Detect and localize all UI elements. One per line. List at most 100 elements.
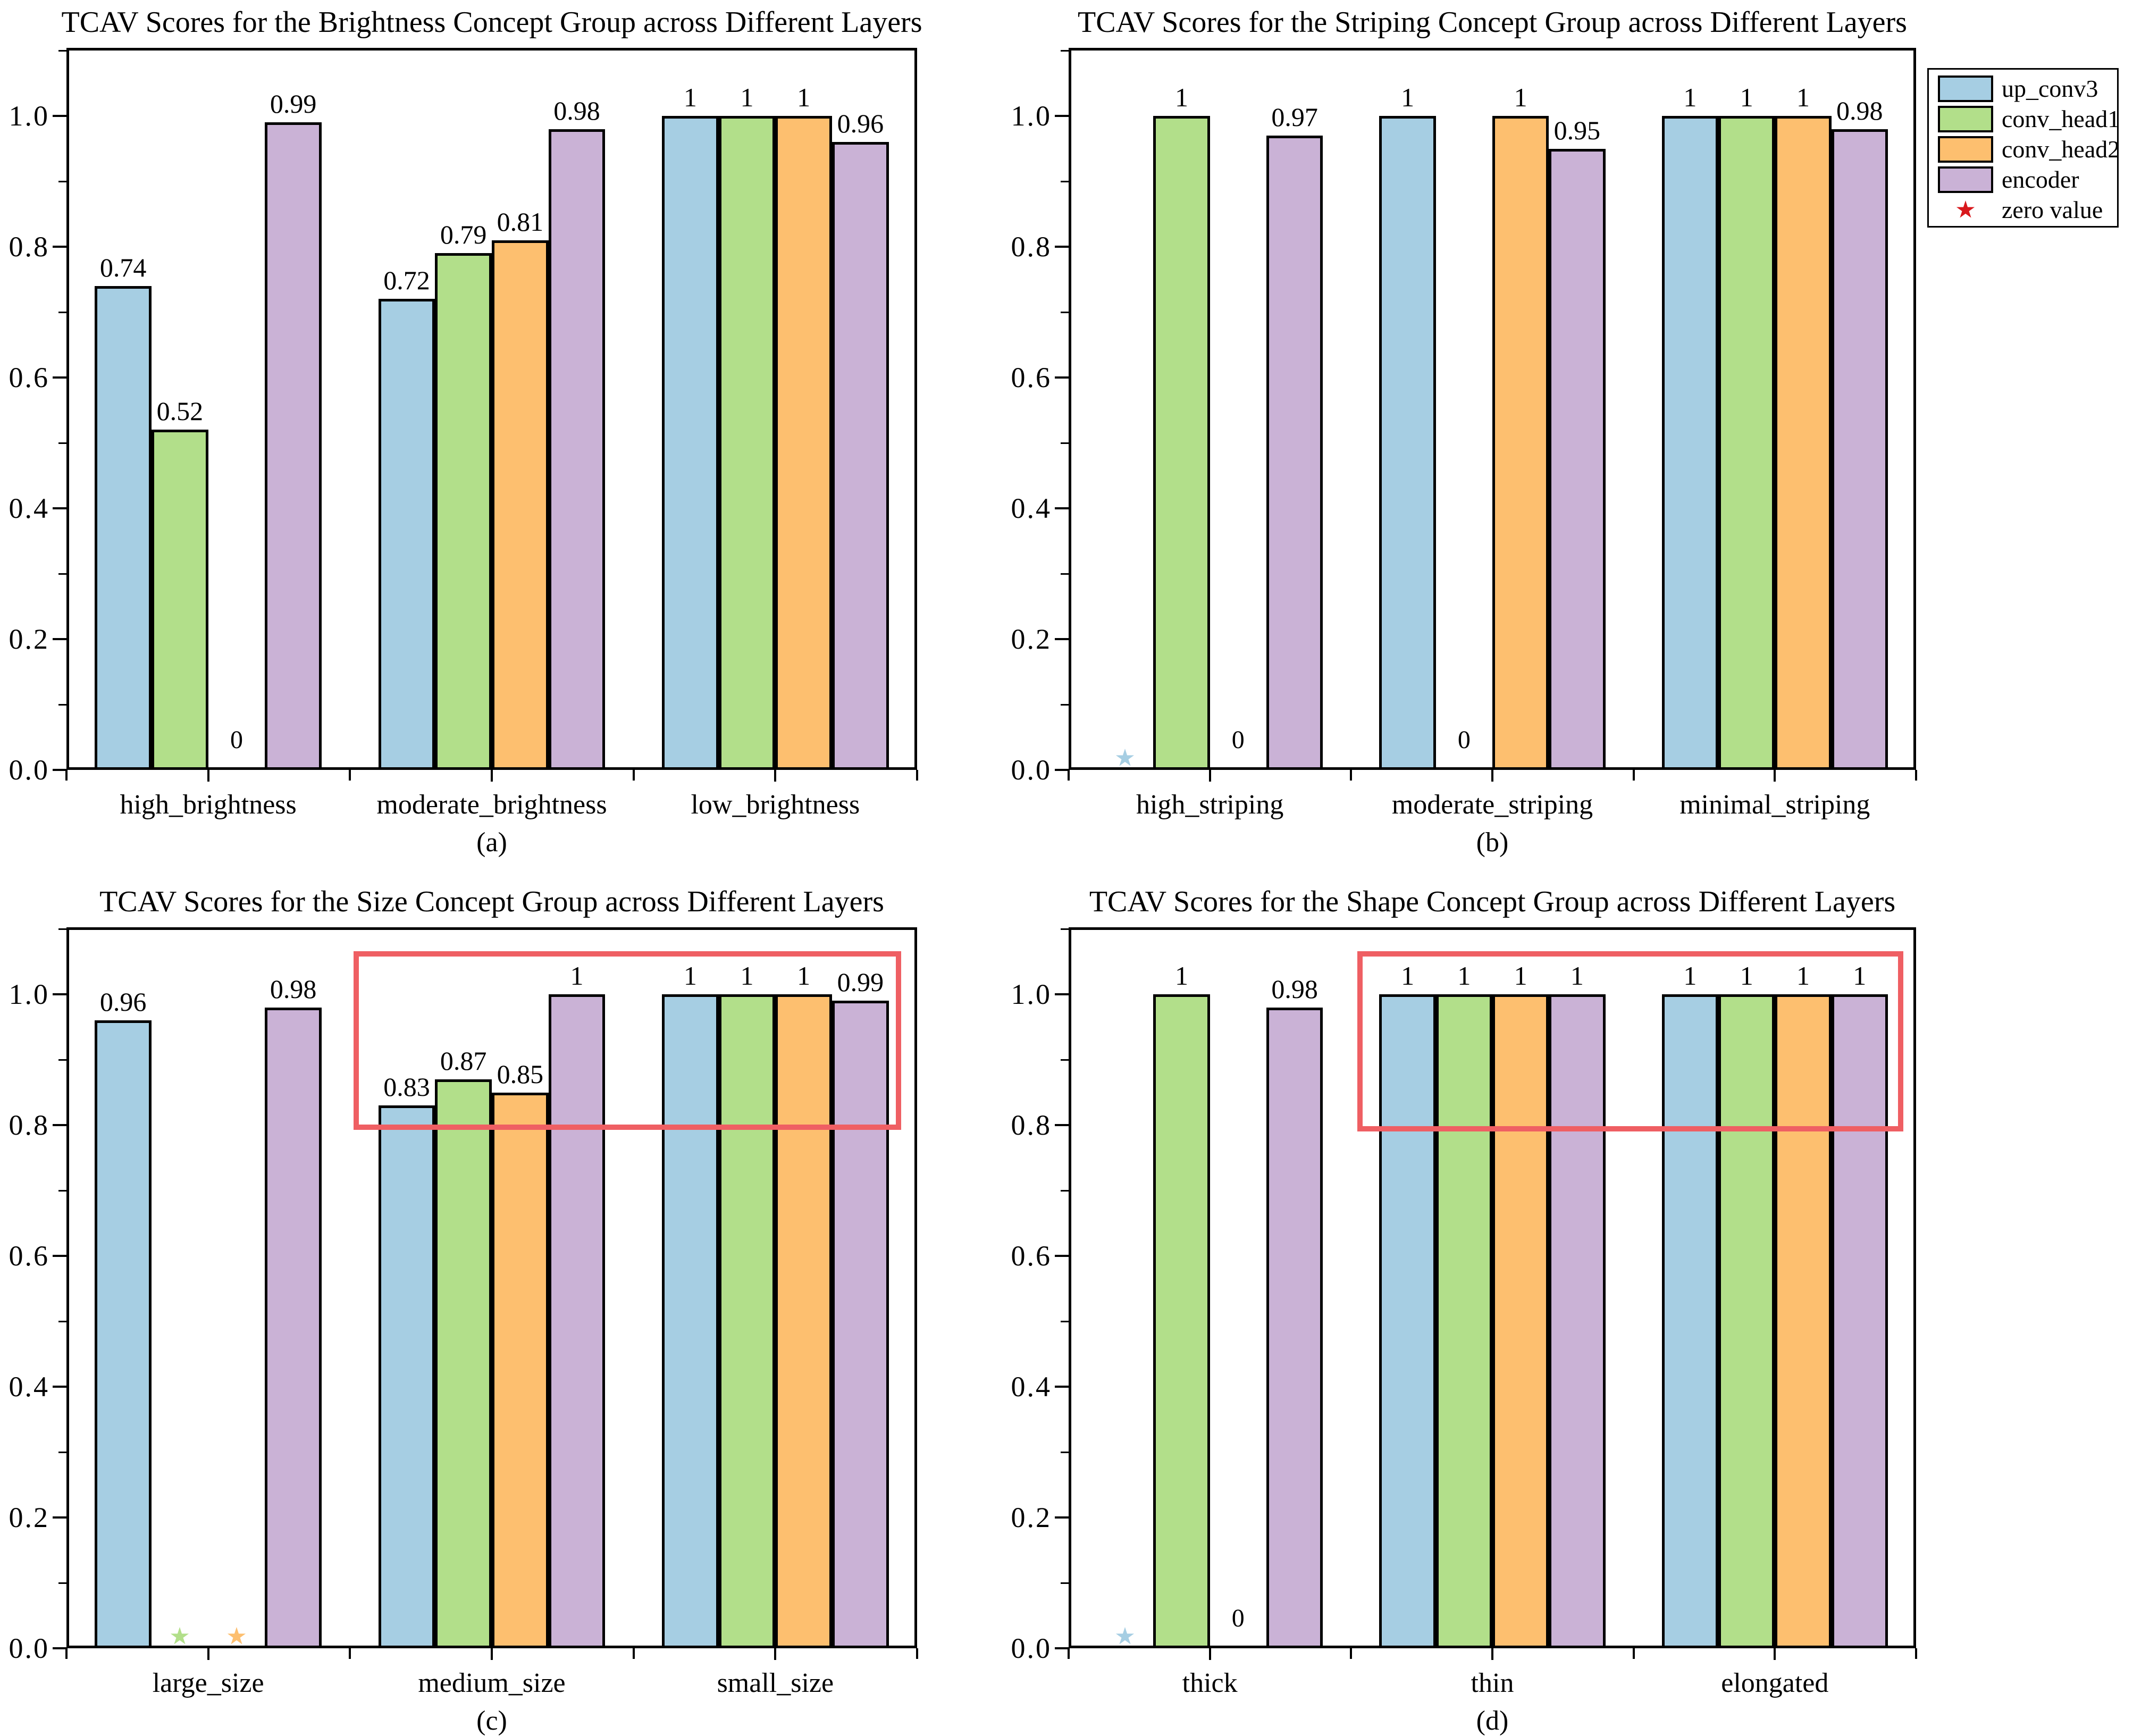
- x-major-tick: [1491, 770, 1493, 782]
- bar-encoder: [265, 122, 322, 770]
- bar-up_conv3: [378, 299, 435, 770]
- bar-up_conv3: [1379, 116, 1436, 770]
- x-boundary-tick: [1632, 1648, 1635, 1659]
- bar-conv_head1: [152, 430, 208, 770]
- x-category-label: low_brightness: [691, 790, 860, 820]
- bar-value-label: 0.72: [383, 265, 430, 296]
- y-minor-tick: [58, 1189, 66, 1192]
- y-tick-label: 0.0: [1011, 754, 1052, 786]
- legend-item-label: up_conv3: [2002, 75, 2098, 102]
- y-minor-tick: [58, 1320, 66, 1322]
- zero-value-star-icon-shape: [1116, 1627, 1135, 1645]
- bar-up_conv3: [378, 1105, 435, 1648]
- y-major-tick: [1055, 993, 1069, 995]
- bar-value-label: 0.83: [383, 1072, 430, 1102]
- bar-value-label: 1: [683, 82, 697, 112]
- legend-item-label: conv_head1: [2002, 105, 2120, 132]
- bar-value-label: 0.98: [270, 974, 317, 1004]
- y-tick-label: 0.6: [1011, 362, 1052, 393]
- bar-value-label: 1: [1853, 961, 1867, 991]
- chart-caption: (d): [1476, 1706, 1509, 1736]
- y-major-tick: [53, 769, 66, 771]
- zero-value-star-icon-shape: [227, 1627, 246, 1645]
- y-tick-label: 0.4: [9, 492, 49, 524]
- bar-value-label: 1: [1401, 961, 1415, 991]
- bar-up_conv3: [95, 1020, 152, 1648]
- bar-conv_head2: [775, 994, 832, 1648]
- x-category-label: thick: [1182, 1668, 1238, 1698]
- x-category-label: elongated: [1721, 1668, 1829, 1698]
- bar-encoder: [1831, 994, 1888, 1648]
- bar-encoder: [548, 129, 606, 770]
- x-major-tick: [774, 770, 777, 782]
- y-major-tick: [1055, 638, 1069, 640]
- y-minor-tick: [58, 1451, 66, 1453]
- legend-item-label: conv_head2: [2002, 136, 2120, 163]
- y-major-tick: [53, 1124, 66, 1126]
- x-boundary-tick: [1350, 770, 1353, 781]
- bar-encoder: [1549, 148, 1606, 770]
- bar-conv_head1: [435, 1079, 492, 1648]
- legend-swatch-conv_head2: [1938, 136, 1993, 163]
- x-category-label: medium_size: [418, 1668, 566, 1698]
- bar-value-label: 1: [740, 82, 754, 112]
- x-category-label: thin: [1471, 1668, 1514, 1698]
- bar-value-label: 1: [797, 82, 811, 112]
- x-category-label: moderate_brightness: [376, 790, 607, 820]
- y-tick-label: 1.0: [1011, 978, 1052, 1010]
- bar-up_conv3: [1661, 116, 1719, 770]
- x-boundary-tick: [916, 770, 918, 781]
- y-tick-label: 0.4: [1011, 1371, 1052, 1403]
- bar-conv_head2: [1492, 994, 1549, 1648]
- bar-up_conv3: [662, 994, 719, 1648]
- bar-encoder: [832, 142, 889, 770]
- x-major-tick: [1208, 770, 1211, 782]
- y-tick-label: 0.2: [1011, 1502, 1052, 1533]
- chart-title: TCAV Scores for the Striping Concept Gro…: [1078, 6, 1907, 39]
- legend-item-label: encoder: [2002, 166, 2079, 193]
- x-category-label: large_size: [152, 1668, 264, 1698]
- x-boundary-tick: [65, 1648, 68, 1659]
- y-tick-label: 0.6: [1011, 1240, 1052, 1272]
- y-minor-tick: [1061, 1189, 1069, 1192]
- bar-encoder: [1266, 135, 1323, 770]
- chart-title: TCAV Scores for the Size Concept Group a…: [99, 885, 884, 918]
- bar-value-label: 1: [1796, 961, 1810, 991]
- bar-conv_head2: [1775, 994, 1832, 1648]
- y-major-tick: [53, 507, 66, 509]
- bar-up_conv3: [95, 286, 152, 770]
- y-major-tick: [53, 638, 66, 640]
- zero-value-star-icon: [1116, 749, 1135, 766]
- y-major-tick: [1055, 246, 1069, 248]
- bar-value-label: 0.96: [99, 987, 147, 1017]
- x-category-label: minimal_striping: [1679, 790, 1870, 820]
- bar-value-label: 0.87: [440, 1045, 487, 1076]
- bar-conv_head1: [1435, 994, 1492, 1648]
- zero-value-label: 0: [230, 726, 243, 754]
- highlight-box: [1357, 951, 1904, 1132]
- bar-value-label: 0.85: [497, 1059, 544, 1089]
- zero-value-star-icon: [171, 1627, 189, 1645]
- x-boundary-tick: [65, 770, 68, 781]
- bar-conv_head1: [718, 994, 776, 1648]
- x-category-label: high_brightness: [120, 790, 297, 820]
- bar-conv_head2: [492, 1092, 549, 1648]
- bar-value-label: 1: [740, 961, 754, 991]
- y-minor-tick: [1061, 442, 1069, 444]
- x-boundary-tick: [1915, 1648, 1917, 1659]
- y-tick-label: 0.4: [9, 1371, 49, 1403]
- x-boundary-tick: [632, 1648, 635, 1659]
- y-major-tick: [1055, 1386, 1069, 1388]
- highlight-box: [354, 951, 902, 1130]
- chart-caption: (c): [476, 1706, 507, 1736]
- y-tick-label: 0.8: [1011, 231, 1052, 263]
- y-tick-label: 1.0: [9, 978, 49, 1010]
- bar-value-label: 1: [1683, 961, 1697, 991]
- y-tick-label: 0.0: [9, 1632, 49, 1664]
- bar-value-label: 0.95: [1553, 115, 1601, 145]
- y-minor-tick: [58, 442, 66, 444]
- bar-value-label: 0.98: [1271, 974, 1318, 1004]
- x-category-label: small_size: [717, 1668, 834, 1698]
- bar-value-label: 0.52: [156, 396, 204, 426]
- y-minor-tick: [58, 311, 66, 313]
